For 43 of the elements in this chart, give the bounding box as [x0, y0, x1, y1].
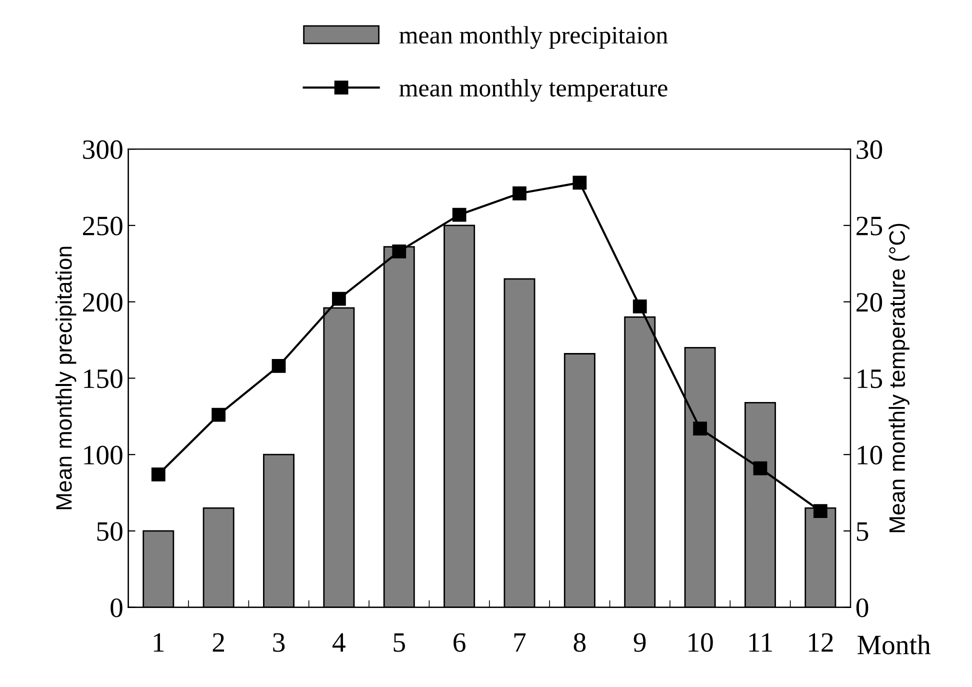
- x-tick-label: 9: [634, 633, 646, 652]
- x-tick-label: 1: [154, 633, 164, 652]
- point: [452, 208, 466, 222]
- point: [272, 359, 286, 373]
- y2-tick-label: 30: [856, 140, 882, 159]
- y-tick-label: 200: [82, 292, 122, 312]
- y-tick-label: 150: [84, 369, 122, 388]
- y2-tick-label: 0: [856, 598, 868, 618]
- y2-tick-label: 15: [858, 369, 882, 388]
- x-axis-title: Month: [858, 634, 931, 654]
- x-tick-label: 2: [212, 633, 224, 652]
- point: [572, 176, 587, 190]
- point: [212, 408, 226, 422]
- x-tick-label: 10: [688, 633, 713, 652]
- legend-label: mean monthly temperature: [399, 78, 668, 102]
- x-tick-label: 5: [394, 633, 405, 652]
- x-tick-label: 11: [749, 633, 772, 652]
- y2-tick-label: 20: [856, 292, 882, 312]
- y2-tick-label: 5: [856, 522, 868, 541]
- y2-tick-label: 25: [856, 216, 882, 236]
- legend-label: mean monthly precipitaion: [399, 26, 668, 49]
- y-tick-label: 100: [84, 446, 122, 464]
- y-tick-label: 50: [97, 522, 122, 541]
- x-tick-label: 7: [514, 633, 526, 652]
- y-axis-title: Mean monthly precipitation: [56, 246, 76, 510]
- y-tick-label: 0: [110, 598, 122, 618]
- point: [693, 422, 707, 436]
- x-tick-label: 8: [574, 633, 586, 652]
- x-tick-label: 12: [808, 633, 833, 652]
- point: [512, 186, 526, 200]
- y-tick-label: 300: [83, 140, 122, 159]
- y2-tick-label: 10: [858, 446, 882, 464]
- y2-axis-title: Mean monthly temperature (°C): [888, 224, 910, 532]
- x-tick-label: 3: [273, 633, 285, 652]
- point: [632, 299, 647, 314]
- y-tick-label: 250: [82, 216, 122, 236]
- x-tick-label: 4: [332, 633, 346, 652]
- point: [392, 244, 406, 258]
- x-tick-label: 6: [454, 633, 466, 652]
- point: [332, 292, 346, 306]
- point: [151, 467, 166, 482]
- point: [753, 461, 768, 476]
- point: [813, 504, 828, 518]
